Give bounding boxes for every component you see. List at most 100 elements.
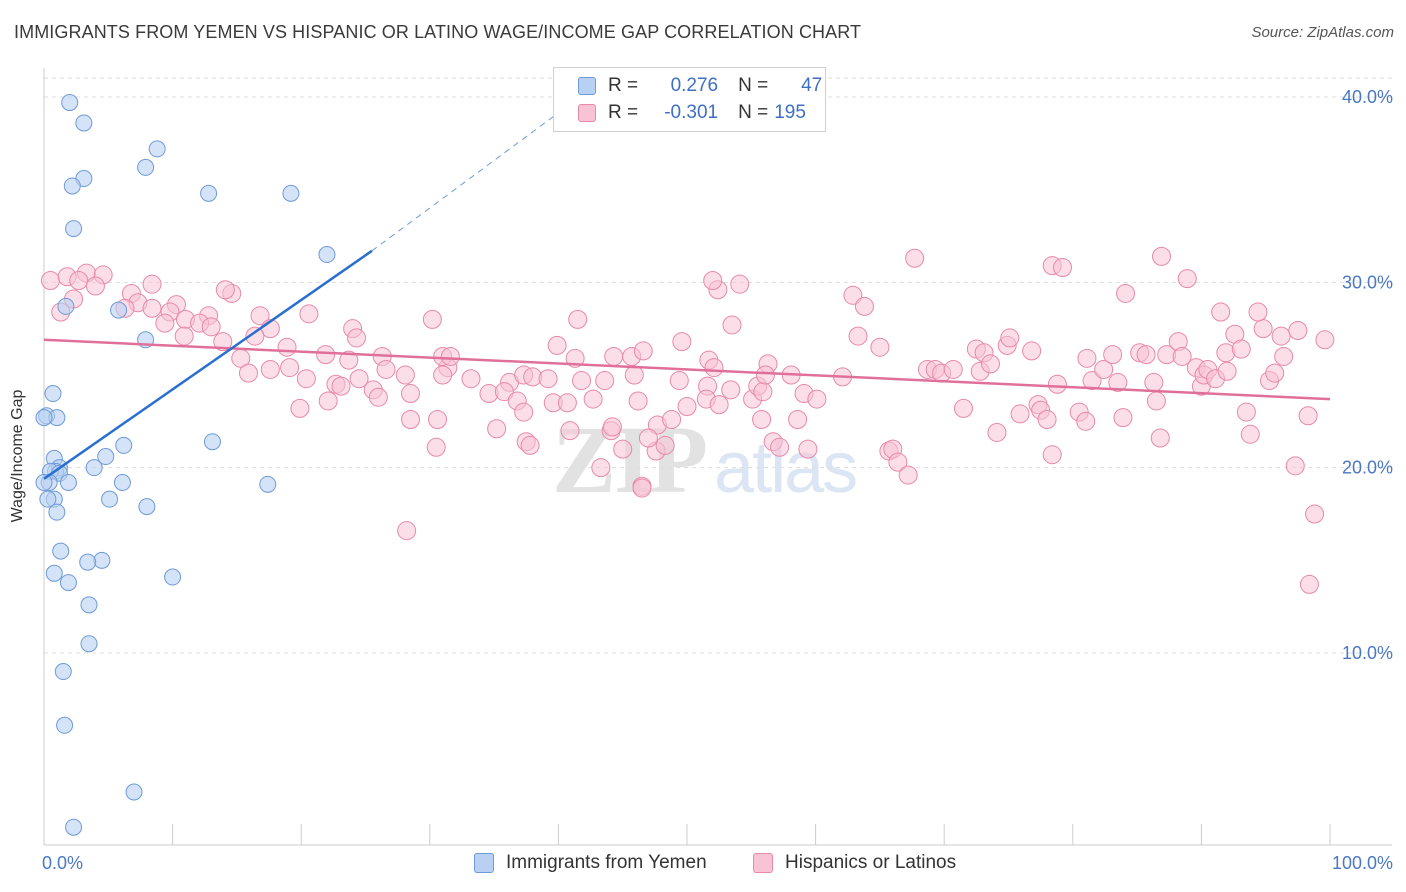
point-hispanics — [572, 371, 592, 391]
point-hispanics — [953, 398, 973, 418]
legend-r-value: -0.301 — [664, 102, 719, 123]
point-hispanics — [494, 382, 514, 402]
point-hispanics — [557, 393, 577, 413]
point-hispanics — [487, 419, 507, 439]
series-legend-hispanics[interactable]: Hispanics or Latinos — [753, 852, 956, 874]
y-tick-label: 10.0% — [1342, 643, 1393, 663]
point-hispanics — [798, 439, 818, 459]
point-hispanics — [1042, 445, 1062, 465]
point-yemen — [79, 553, 97, 571]
point-hispanics — [422, 309, 442, 329]
point-yemen — [59, 574, 77, 592]
point-hispanics — [730, 274, 750, 294]
correlation-legend: R = 0.276 N = 47 R = -0.301 N = 195 — [553, 67, 826, 132]
point-hispanics — [843, 285, 863, 305]
point-hispanics — [1053, 258, 1073, 278]
series-legend-label: Hispanics or Latinos — [785, 852, 957, 873]
point-hispanics — [316, 345, 336, 365]
x-tick-label: 0.0% — [42, 853, 83, 873]
point-hispanics — [346, 328, 366, 348]
point-yemen — [138, 498, 156, 516]
point-yemen — [44, 385, 62, 403]
trend-lines — [43, 107, 1331, 480]
point-hispanics — [943, 359, 963, 379]
point-hispanics — [520, 435, 540, 455]
point-hispanics — [1172, 346, 1192, 366]
point-hispanics — [397, 521, 417, 541]
point-hispanics — [85, 276, 105, 296]
point-hispanics — [201, 317, 221, 337]
point-hispanics — [1113, 408, 1133, 428]
point-hispanics — [755, 365, 775, 385]
series-legend-swatch-hispanics — [753, 853, 773, 873]
point-yemen — [48, 503, 66, 521]
point-yemen — [110, 301, 128, 319]
point-yemen — [259, 475, 277, 493]
point-hispanics — [1240, 424, 1260, 444]
chart-title: IMMIGRANTS FROM YEMEN VS HISPANIC OR LAT… — [14, 22, 862, 42]
point-hispanics — [602, 417, 622, 437]
point-hispanics — [1144, 372, 1164, 392]
point-yemen — [57, 297, 75, 315]
point-hispanics — [905, 248, 925, 268]
point-hispanics — [595, 371, 615, 391]
series-hispanics-points — [40, 246, 1335, 594]
point-hispanics — [290, 398, 310, 418]
point-hispanics — [788, 409, 808, 429]
point-hispanics — [604, 346, 624, 366]
point-hispanics — [461, 369, 481, 389]
point-hispanics — [633, 341, 653, 361]
point-hispanics — [250, 306, 270, 326]
point-hispanics — [538, 369, 558, 389]
point-hispanics — [1116, 283, 1136, 303]
legend-row-hispanics: R = -0.301 N = 195 — [578, 100, 812, 126]
watermark: ZIP atlas — [552, 404, 858, 515]
point-hispanics — [1094, 359, 1114, 379]
series-legend-swatch-yemen — [474, 853, 494, 873]
legend-row-yemen: R = 0.276 N = 47 — [578, 73, 822, 99]
source-label: Source: ZipAtlas.com — [1251, 24, 1394, 41]
point-yemen — [63, 177, 81, 195]
point-yemen — [54, 663, 72, 681]
point-hispanics — [428, 409, 448, 429]
point-hispanics — [854, 296, 874, 316]
point-hispanics — [1150, 428, 1170, 448]
point-hispanics — [1152, 246, 1172, 266]
point-hispanics — [1236, 402, 1256, 422]
legend-r-label: R = — [608, 75, 639, 96]
series-legend-label: Immigrants from Yemen — [506, 852, 707, 873]
point-hispanics — [870, 337, 890, 357]
point-hispanics — [591, 458, 611, 478]
trend-line-yemen — [43, 249, 373, 480]
point-hispanics — [277, 337, 297, 357]
point-hispanics — [142, 274, 162, 294]
point-hispanics — [560, 421, 580, 441]
point-hispanics — [722, 315, 742, 335]
point-hispanics — [69, 270, 89, 290]
series-legend-yemen[interactable]: Immigrants from Yemen — [474, 852, 707, 874]
y-tick-label: 30.0% — [1342, 272, 1393, 292]
point-hispanics — [677, 397, 697, 417]
point-yemen — [59, 473, 77, 491]
point-hispanics — [1177, 269, 1197, 289]
point-hispanics — [1108, 372, 1128, 392]
point-hispanics — [1082, 371, 1102, 391]
point-hispanics — [888, 452, 908, 472]
point-hispanics — [280, 358, 300, 378]
point-hispanics — [672, 332, 692, 352]
point-hispanics — [331, 376, 351, 396]
point-hispanics — [655, 435, 675, 455]
legend-n-value: 47 — [801, 75, 823, 96]
point-yemen — [318, 246, 336, 264]
point-hispanics — [583, 389, 603, 409]
point-hispanics — [980, 354, 1000, 374]
point-yemen — [282, 184, 300, 202]
point-yemen — [65, 220, 83, 238]
point-hispanics — [613, 439, 633, 459]
y-tick-label: 20.0% — [1342, 458, 1393, 478]
point-hispanics — [752, 409, 772, 429]
point-yemen — [65, 818, 83, 836]
point-hispanics — [547, 335, 567, 355]
point-hispanics — [721, 380, 741, 400]
